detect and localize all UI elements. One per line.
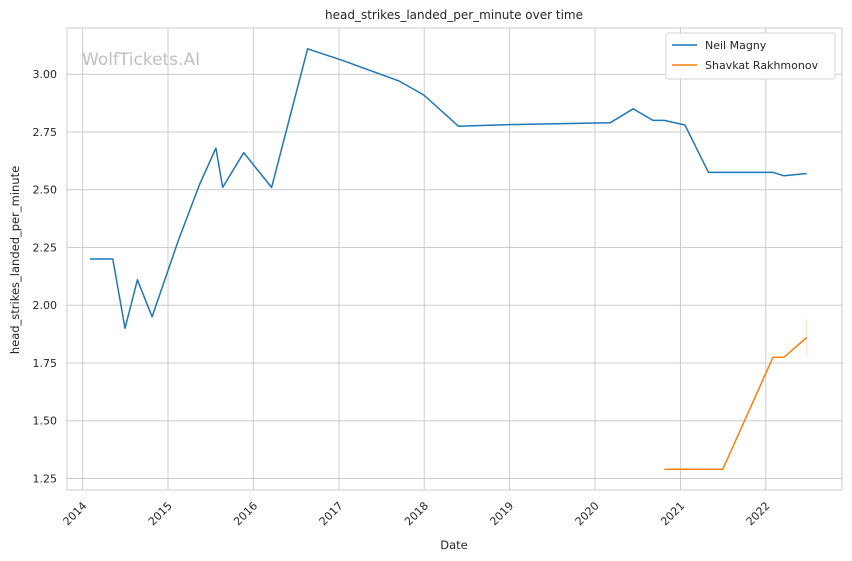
data-point-neil-magny — [663, 119, 665, 121]
legend-label-neil-magny: Neil Magny — [705, 39, 767, 52]
data-point-neil-magny — [508, 123, 510, 125]
data-point-neil-magny — [306, 48, 308, 50]
data-point-neil-magny — [783, 175, 785, 177]
series-line-neil-magny — [89, 48, 807, 330]
data-point-neil-magny — [89, 258, 91, 260]
data-point-shavkat-rakhmonov — [783, 356, 785, 358]
data-point-neil-magny — [112, 258, 114, 260]
data-point-shavkat-rakhmonov — [772, 356, 774, 358]
plot-background — [67, 28, 842, 490]
data-point-neil-magny — [398, 80, 400, 82]
y-gridlines — [67, 73, 842, 479]
data-point-neil-magny — [423, 94, 425, 96]
x-tick-label: 2022 — [744, 499, 773, 528]
data-point-neil-magny — [222, 186, 224, 188]
x-tick-label: 2019 — [487, 499, 516, 528]
data-point-neil-magny — [772, 171, 774, 173]
y-tick-label: 1.25 — [33, 472, 58, 485]
x-tick-label: 2021 — [658, 499, 687, 528]
data-point-shavkat-rakhmonov — [805, 336, 807, 338]
y-tick-label: 2.25 — [33, 241, 58, 254]
x-gridlines — [82, 28, 767, 490]
data-point-neil-magny — [177, 239, 179, 241]
x-tick-label: 2016 — [231, 499, 260, 528]
data-point-neil-magny — [151, 316, 153, 318]
watermark-text: WolfTickets.AI — [82, 50, 200, 70]
series-layer — [89, 48, 808, 470]
y-tick-label: 2.50 — [33, 184, 58, 197]
data-point-neil-magny — [198, 184, 200, 186]
data-point-neil-magny — [609, 122, 611, 124]
y-axis-title: head_strikes_landed_per_minute — [8, 166, 22, 354]
data-point-neil-magny — [243, 152, 245, 154]
y-tick-label: 1.75 — [33, 357, 58, 370]
x-tick-label: 2017 — [317, 499, 346, 528]
x-axis-title: Date — [440, 538, 468, 552]
legend-label-shavkat-rakhmonov: Shavkat Rakhmonov — [705, 59, 819, 72]
legend: Neil Magny Shavkat Rakhmonov — [665, 32, 836, 80]
x-tick-label: 2020 — [573, 499, 602, 528]
chart-title: head_strikes_landed_per_minute over time — [325, 8, 583, 22]
data-point-shavkat-rakhmonov — [722, 468, 724, 470]
series-line-shavkat-rakhmonov — [664, 336, 808, 470]
data-point-neil-magny — [136, 279, 138, 281]
data-point-neil-magny — [805, 172, 807, 174]
y-tick-label: 2.00 — [33, 299, 58, 312]
data-point-shavkat-rakhmonov — [663, 468, 665, 470]
data-point-neil-magny — [215, 147, 217, 149]
data-point-neil-magny — [765, 171, 767, 173]
x-tick-labels: 2014 2015 2016 2017 2018 2019 2020 2021 2022 — [61, 499, 773, 528]
data-point-neil-magny — [457, 125, 459, 127]
data-point-neil-magny — [124, 327, 126, 329]
data-point-neil-magny — [270, 186, 272, 188]
data-point-neil-magny — [341, 59, 343, 61]
data-point-neil-magny — [707, 171, 709, 173]
x-tick-label: 2015 — [146, 499, 175, 528]
y-tick-label: 1.50 — [33, 415, 58, 428]
data-point-neil-magny — [632, 108, 634, 110]
plot-frame — [66, 27, 843, 491]
x-tick-label: 2018 — [402, 499, 431, 528]
y-tick-labels: 1.25 1.50 1.75 2.00 2.25 2.50 2.75 3.00 — [33, 68, 58, 485]
data-point-neil-magny — [652, 119, 654, 121]
x-tick-label: 2014 — [61, 499, 90, 528]
data-point-neil-magny — [684, 124, 686, 126]
y-tick-label: 3.00 — [33, 68, 58, 81]
legend-box — [665, 32, 836, 80]
y-tick-label: 2.75 — [33, 126, 58, 139]
